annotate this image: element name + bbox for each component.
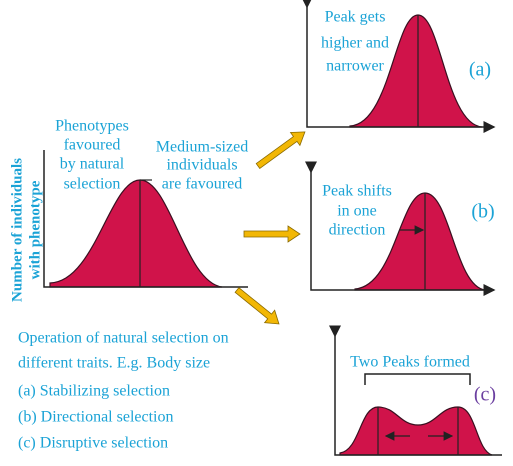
curve — [49, 179, 223, 288]
caption-line: (a) Stabilizing selection — [18, 383, 170, 400]
axes — [329, 325, 502, 456]
caption-line: (c) Disruptive selection — [18, 435, 168, 452]
y-label-line: Number of individuals — [9, 158, 25, 302]
bracket — [364, 373, 471, 385]
tag: (a) — [469, 59, 491, 81]
axes — [301, 0, 496, 133]
caption-line: Operation of natural selection on — [18, 330, 229, 347]
label: Medium-sized — [156, 139, 248, 156]
axes — [305, 161, 496, 296]
graph-c — [329, 325, 502, 456]
tag: (c) — [474, 384, 496, 406]
label: selection — [64, 176, 121, 193]
label: direction — [329, 222, 386, 239]
label: favoured — [64, 137, 121, 154]
label: are favoured — [162, 176, 242, 193]
label: narrower — [326, 58, 384, 75]
y-axis-label: Number of individuals with phenotype — [9, 158, 43, 302]
label: individuals — [166, 157, 237, 174]
label: by natural — [60, 156, 125, 173]
label: higher and — [321, 35, 389, 52]
caption-line: (b) Directional selection — [18, 409, 174, 426]
graph-a — [301, 0, 496, 133]
arrow — [243, 225, 301, 243]
curve — [339, 406, 493, 456]
axes — [43, 150, 248, 288]
caption-line: different traits. E.g. Body size — [18, 355, 210, 372]
label: Peak shifts — [322, 183, 392, 200]
y-label-line: with phenotype — [27, 180, 43, 279]
graph-b — [305, 161, 496, 296]
label: Phenotypes — [55, 118, 129, 135]
label: in one — [337, 203, 377, 220]
label: Peak gets — [325, 9, 386, 26]
label: Two Peaks formed — [350, 354, 470, 371]
arrow — [255, 131, 306, 169]
tag: (b) — [471, 201, 494, 223]
main-graph — [43, 150, 248, 288]
arrow — [234, 287, 280, 325]
